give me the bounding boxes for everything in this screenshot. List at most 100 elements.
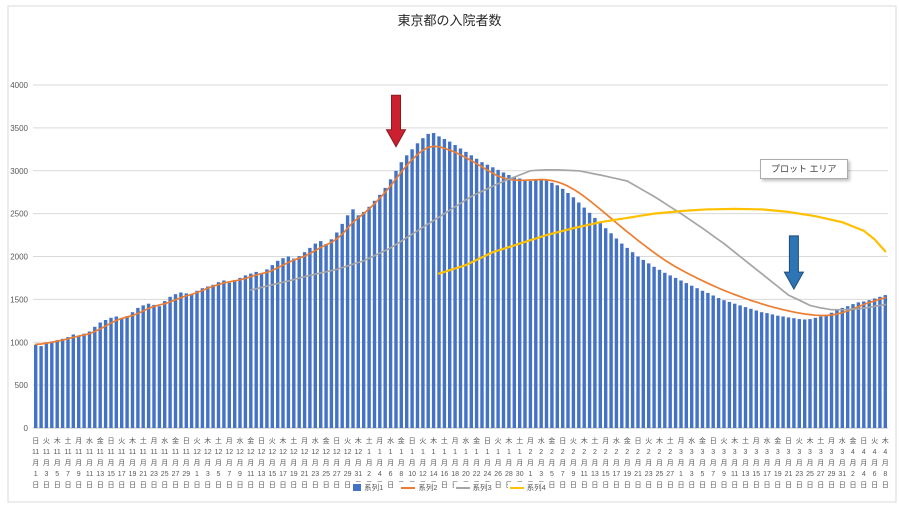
svg-text:500: 500 <box>15 381 29 390</box>
legend-label-1: 系列1 <box>364 483 384 492</box>
legend-item-2[interactable]: 系列2 <box>399 482 440 493</box>
svg-text:4000: 4000 <box>10 81 28 90</box>
y-axis-labels: 0 500 1000 1500 2000 2500 3000 3500 4000 <box>10 81 28 433</box>
legend-label-4: 系列4 <box>526 483 546 492</box>
svg-text:2500: 2500 <box>10 210 28 219</box>
plot-area-tooltip: プロット エリア <box>760 159 848 179</box>
legend-line-swatch-2 <box>401 486 416 489</box>
legend-item-3[interactable]: 系列3 <box>453 482 494 493</box>
legend-label-2: 系列2 <box>418 483 438 492</box>
blue-down-arrow[interactable] <box>783 235 805 291</box>
chart-legend: 系列1 系列2 系列3 系列4 <box>0 482 899 493</box>
x-axis-labels: 日 11 月 1 日火 11 月 3 日木 11 月 5 日土 11 月 7 日月 11 月 9 日水 11 月 11 日金 11… <box>32 436 889 489</box>
svg-text:1000: 1000 <box>10 338 28 347</box>
chart-border <box>7 5 897 503</box>
svg-text:3500: 3500 <box>10 124 28 133</box>
bar-series-1[interactable] <box>34 133 887 429</box>
legend-bar-swatch-1 <box>353 484 362 491</box>
svg-text:2000: 2000 <box>10 253 28 262</box>
legend-line-swatch-4 <box>509 486 524 489</box>
legend-line-swatch-3 <box>455 486 470 489</box>
svg-text:3000: 3000 <box>10 167 28 176</box>
svg-text:1500: 1500 <box>10 295 28 304</box>
legend-label-3: 系列3 <box>472 483 492 492</box>
legend-item-4[interactable]: 系列4 <box>507 482 548 493</box>
chart-title[interactable]: 東京都の入院者数 <box>397 13 502 28</box>
line-series-3[interactable] <box>249 169 887 311</box>
legend-item-1[interactable]: 系列1 <box>351 482 386 493</box>
line-series-4[interactable] <box>437 207 887 275</box>
svg-text:0: 0 <box>24 424 29 433</box>
line-series-2[interactable] <box>34 145 887 346</box>
red-down-arrow[interactable] <box>385 94 407 148</box>
